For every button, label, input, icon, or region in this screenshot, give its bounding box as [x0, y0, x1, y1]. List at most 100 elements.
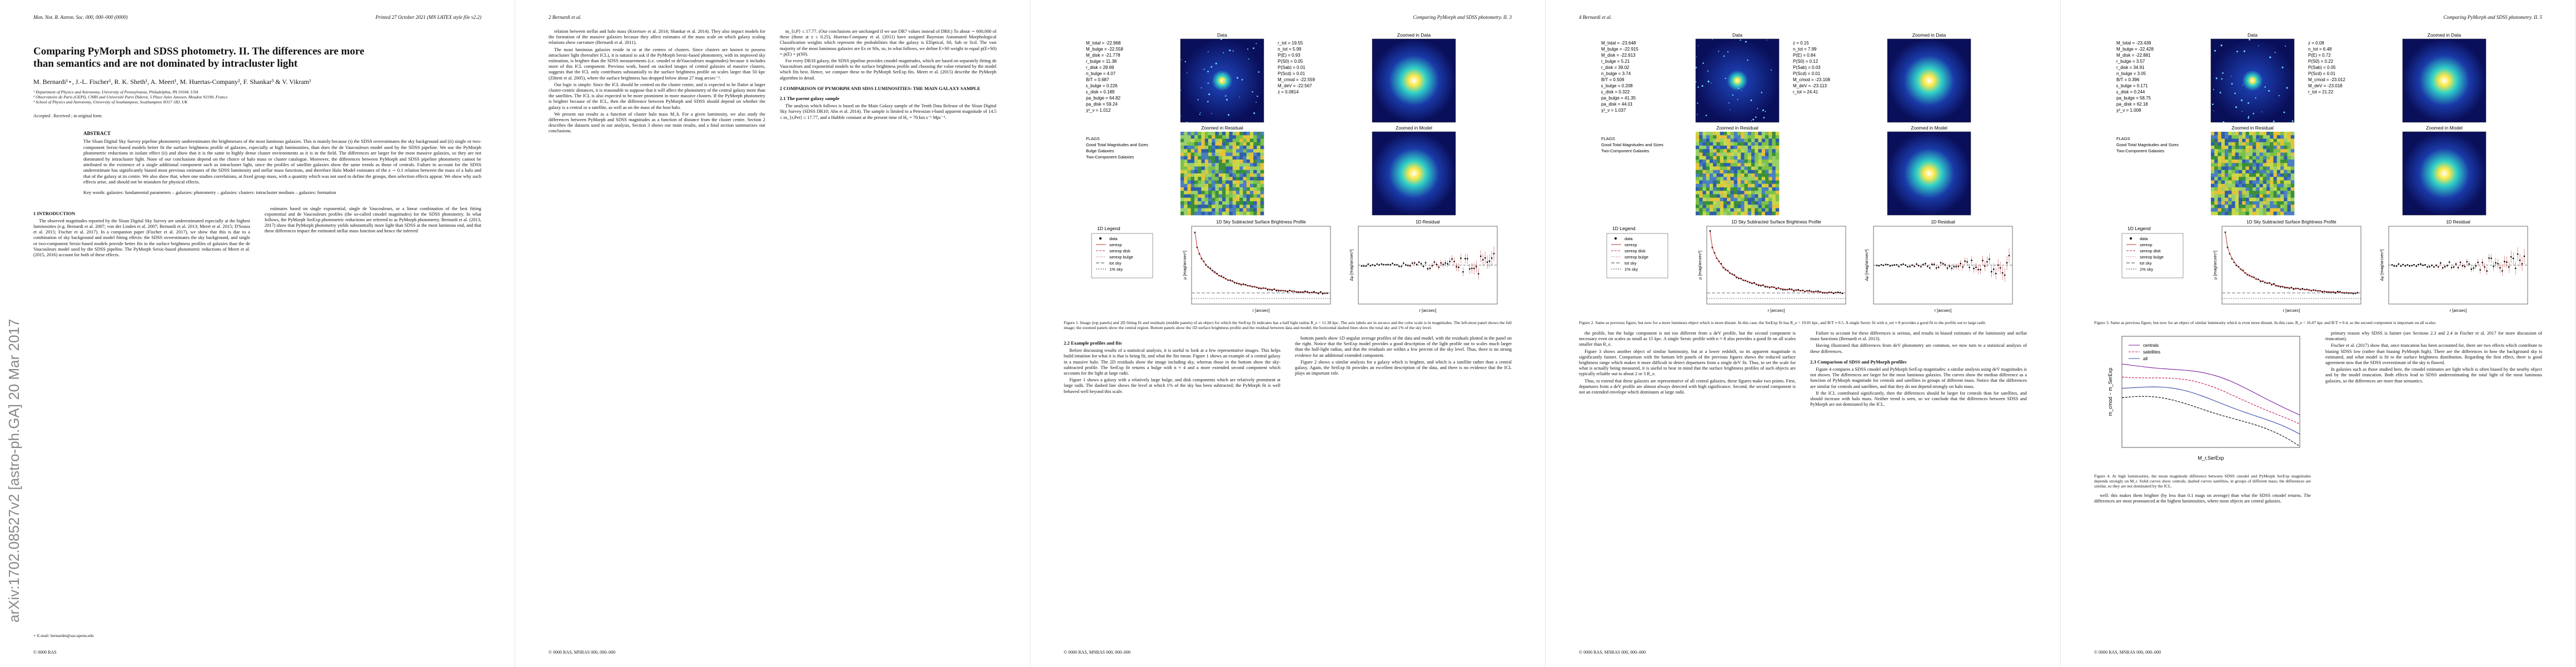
fit-stat: n_tot = 7.99	[1793, 47, 1817, 52]
image-pixel	[1744, 152, 1748, 157]
image-pixel	[1201, 146, 1205, 150]
image-pixel	[1720, 138, 1724, 143]
image-pixel	[1696, 149, 1700, 153]
residual-point	[2402, 263, 2404, 266]
image-pixel	[2225, 163, 2229, 167]
image-pixel	[1225, 146, 1229, 150]
image-pixel	[1758, 187, 1762, 191]
residual-point	[1969, 266, 1970, 268]
page-header: Comparing PyMorph and SDSS photometry. I…	[2094, 14, 2543, 20]
residual-point	[2504, 261, 2505, 262]
figure: m_cmod − m_SerExpM_r,SerExpcentralssatel…	[2107, 336, 2300, 461]
image-pixel	[1260, 208, 1264, 212]
image-pixel	[1229, 191, 1233, 195]
image-pixel	[1696, 194, 1700, 198]
image-pixel	[1229, 166, 1233, 171]
image	[1372, 131, 1456, 216]
image-pixel	[1772, 180, 1776, 185]
image-pixel	[1765, 205, 1769, 208]
image-pixel	[1225, 138, 1229, 143]
image-pixel	[1243, 187, 1247, 191]
image-pixel	[2270, 163, 2274, 167]
residual-point	[2006, 262, 2008, 264]
page: 4 Bernardi et al. M_total = -23.648 M_bulg…	[1546, 0, 2061, 667]
paragraph: Figure 4 compares a SDSS cmodel and PyMo…	[1810, 367, 2027, 389]
image-pixel	[1737, 146, 1741, 150]
image-pixel	[1723, 208, 1727, 212]
image-pixel	[1236, 166, 1240, 171]
image-pixel	[2290, 160, 2295, 163]
image-pixel	[1180, 156, 1184, 160]
star	[1732, 94, 1734, 96]
star	[1697, 114, 1698, 116]
image-pixel	[2218, 194, 2222, 198]
residual-point	[1909, 266, 1911, 267]
star	[1199, 112, 1201, 113]
image-pixel	[1723, 156, 1727, 160]
image-pixel	[1706, 132, 1710, 136]
legend-marker	[1099, 237, 1102, 240]
image-pixel	[1768, 191, 1772, 195]
image-pixel	[1713, 211, 1717, 216]
image-pixel	[2259, 170, 2264, 174]
image-pixel	[2280, 166, 2284, 171]
image-pixel	[2263, 183, 2267, 188]
image-pixel	[1232, 191, 1237, 195]
legend-title: 1D Legend	[2127, 226, 2151, 231]
image-pixel	[1699, 183, 1703, 188]
image-pixel	[1236, 146, 1240, 150]
image-pixel	[2263, 160, 2267, 163]
image-pixel	[1243, 201, 1247, 205]
image-pixel	[2290, 163, 2295, 167]
image-pixel	[1751, 152, 1755, 157]
image-pixel	[1236, 191, 1240, 195]
residual-point	[2415, 265, 2417, 267]
x-axis-label: r [arcsec]	[1253, 308, 1270, 313]
image-pixel	[1727, 142, 1731, 146]
image-pixel	[2273, 180, 2278, 185]
image-pixel	[1190, 146, 1195, 150]
residual-point	[1894, 264, 1896, 266]
page-header: 2 Bernardi et al.	[549, 14, 996, 20]
residual-point	[1891, 265, 1894, 266]
paragraph: Figure 1 shows a galaxy with a relativel…	[1064, 377, 1280, 394]
image-pixel	[2273, 197, 2278, 202]
image-pixel	[1710, 152, 1713, 157]
image-pixel	[1720, 170, 1724, 174]
abstract-heading: ABSTRACT	[83, 131, 111, 136]
image-pixel	[2249, 191, 2253, 195]
image-pixel	[2211, 180, 2215, 185]
image-pixel	[1208, 146, 1212, 150]
image-pixel	[2235, 180, 2239, 185]
image-pixel	[1699, 166, 1703, 171]
legend-label: serexp bulge	[1109, 255, 1133, 260]
image-pixel	[1198, 173, 1202, 177]
image-pixel	[1180, 166, 1184, 171]
image-pixel	[1713, 173, 1717, 177]
image-pixel	[2266, 170, 2270, 174]
image-pixel	[1180, 170, 1184, 174]
image-pixel	[1723, 177, 1727, 181]
image-pixel	[2276, 208, 2281, 212]
flag-text: Bulge Galaxies	[1086, 148, 1114, 153]
image-pixel	[1229, 177, 1233, 181]
image-pixel	[1187, 180, 1192, 185]
image-pixel	[2242, 191, 2246, 195]
image-pixel	[1229, 187, 1233, 191]
image-pixel	[1243, 160, 1247, 163]
image-pixel	[1706, 180, 1710, 185]
image-pixel	[2249, 183, 2253, 188]
residual-point	[1916, 263, 1917, 265]
image-pixel	[2273, 163, 2278, 167]
image-pixel	[1761, 156, 1766, 160]
page-content: M_total = -23.648 M_bulge = -22.915 M_disk…	[1579, 29, 2027, 643]
image-pixel	[1198, 160, 1202, 163]
residual-point	[1907, 266, 1909, 268]
panel-title: Zoomed in Data	[1912, 32, 1946, 38]
residual-point	[2426, 266, 2428, 268]
residual-point	[1953, 266, 1955, 267]
image-pixel	[1775, 138, 1780, 143]
image-pixel	[2273, 166, 2278, 171]
image-pixel	[2290, 138, 2295, 143]
image-pixel	[1243, 138, 1247, 143]
